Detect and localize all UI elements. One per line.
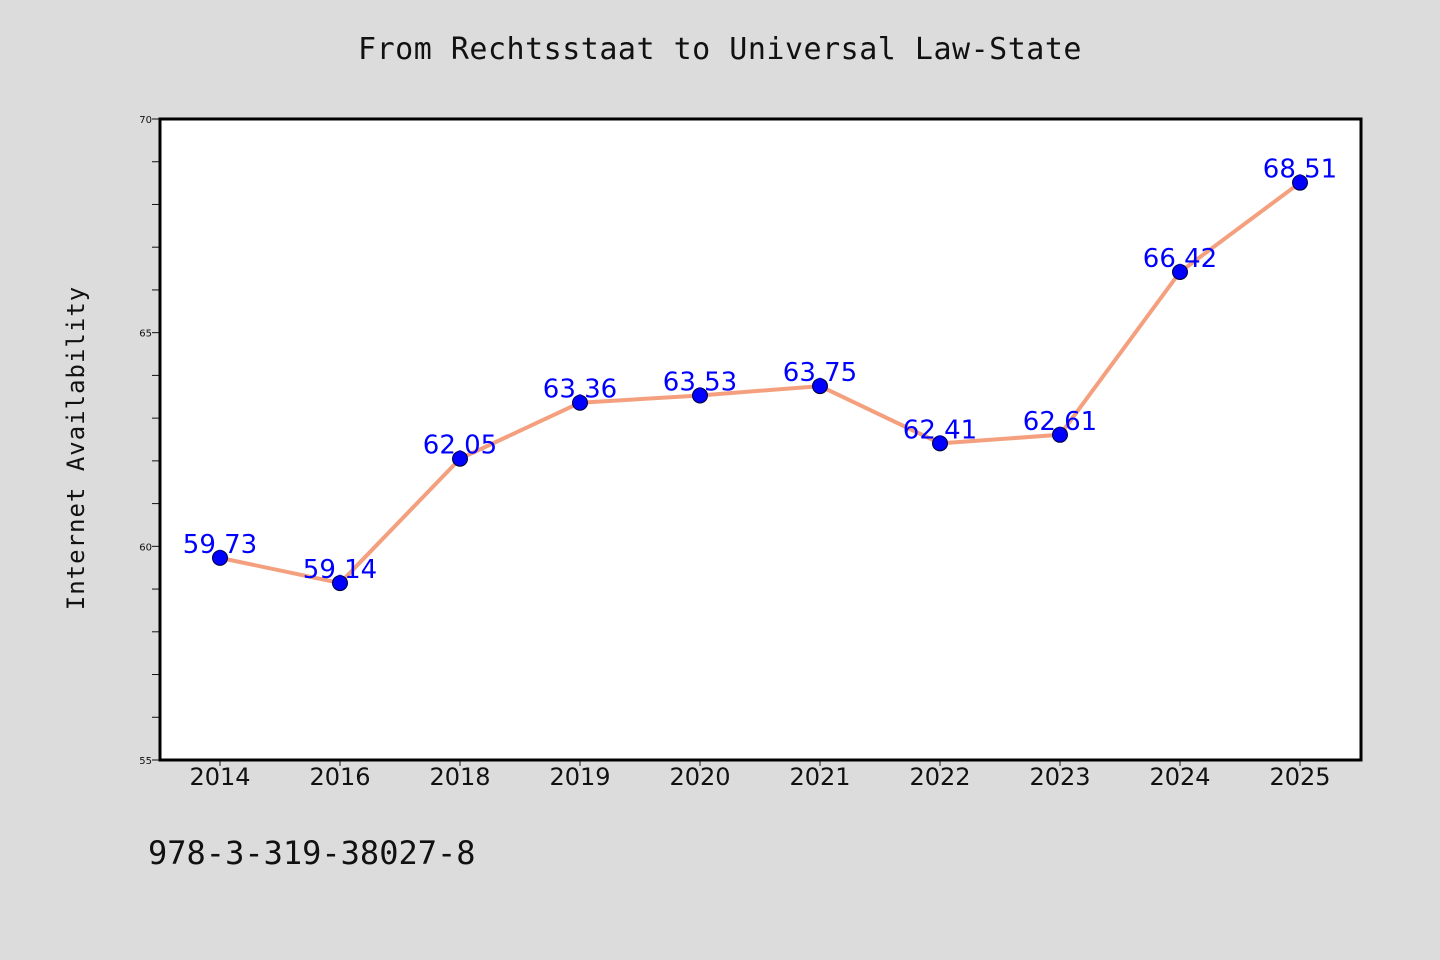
data-label: 63.36 [543,375,617,405]
x-tick-label: 2023 [1029,763,1090,791]
x-tick-label: 2022 [909,763,970,791]
data-point [932,435,948,452]
y-tick-label: 70 [139,115,152,126]
y-tick-label: 65 [139,329,152,340]
data-point [1052,426,1068,443]
data-point [1172,263,1188,280]
y-tick-label: 60 [139,542,152,553]
data-point [212,549,228,566]
x-tick-label: 2020 [669,763,730,791]
x-tick-label: 2018 [429,763,490,791]
x-tick-label: 2025 [1269,763,1330,791]
x-tick-label: 2019 [549,763,610,791]
x-tick-label: 2014 [189,763,250,791]
y-tick-label: 55 [139,756,152,767]
data-label: 59.73 [183,530,257,560]
data-label: 63.75 [783,358,857,388]
data-label: 66.42 [1143,244,1217,274]
plot-frame [158,117,1363,762]
chart-title: From Rechtsstaat to Universal Law-State [358,32,1082,67]
data-label: 62.61 [1023,407,1097,437]
x-tick-label: 2021 [789,763,850,791]
data-point [332,575,348,592]
x-tick-label: 2016 [309,763,370,791]
data-label: 62.05 [423,431,497,461]
x-tick-label: 2024 [1149,763,1210,791]
data-label: 63.53 [663,367,737,397]
data-point [452,450,468,467]
data-point [572,394,588,411]
data-point [1292,174,1308,191]
data-label: 68.51 [1263,155,1337,185]
data-label: 59.14 [303,555,377,585]
data-point [812,378,828,395]
data-label: 62.41 [903,415,977,445]
series-line [218,180,1302,586]
data-point [692,387,708,404]
isbn-code: 978-3-319-38027-8 [148,834,476,872]
plot-area [160,119,1361,760]
